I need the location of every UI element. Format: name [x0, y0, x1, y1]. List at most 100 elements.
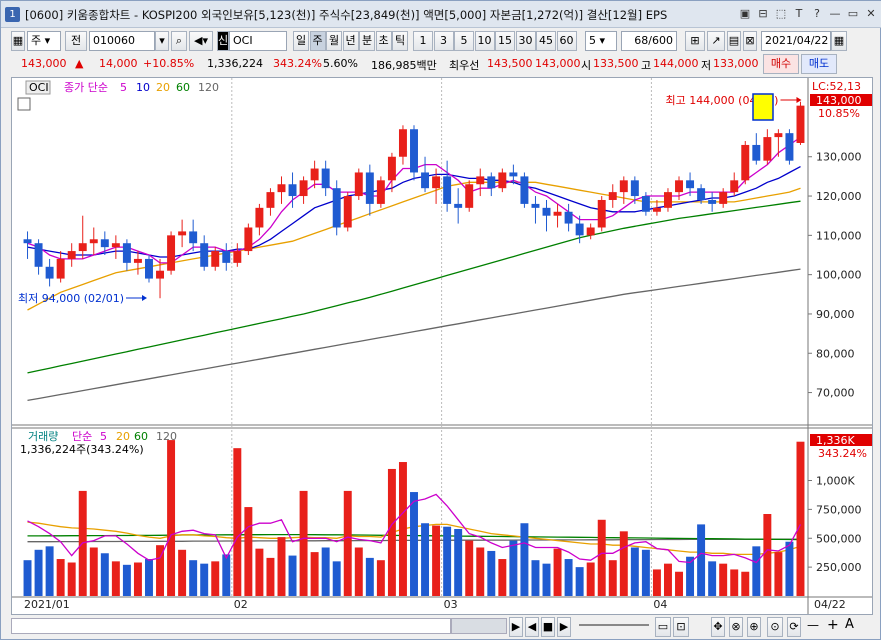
period-select[interactable]: 주 ▾	[27, 31, 61, 51]
trade-volume: 1,336,224	[207, 57, 263, 70]
price-y-tick-label: 120,000	[816, 190, 862, 203]
candle-body	[178, 231, 187, 236]
interval-45[interactable]: 45	[536, 31, 556, 51]
chevron-down-icon[interactable]: ▾	[155, 31, 169, 51]
last-price-tag: 143,000	[816, 94, 862, 107]
chart-svg[interactable]: 130,000 120,000 110,000 100,000 90,000 80,000…	[12, 78, 872, 614]
legend-ma-period: 5	[120, 81, 127, 94]
zoom-fit-icon[interactable]: ▭	[655, 617, 671, 637]
minimize-icon[interactable]: —	[829, 7, 841, 20]
volume-bar	[675, 571, 683, 596]
x-axis-label: 02	[234, 598, 248, 611]
tab-6[interactable]: 틱	[392, 31, 408, 51]
minus-icon[interactable]: —	[807, 618, 819, 632]
volume-bar	[365, 557, 374, 596]
save-icon[interactable]: ▤	[727, 31, 741, 51]
text-icon[interactable]: T	[795, 7, 803, 20]
count-field[interactable]: 68/600	[621, 31, 677, 51]
interval-15[interactable]: 15	[495, 31, 515, 51]
tab-2[interactable]: 월	[326, 31, 342, 51]
calendar-icon[interactable]: ▦	[831, 31, 847, 51]
plus-icon[interactable]: +	[827, 617, 839, 633]
tab-3[interactable]: 년	[342, 31, 359, 51]
candle-body	[465, 184, 474, 208]
tab-4[interactable]: 분	[359, 31, 375, 51]
volume-bar	[476, 547, 485, 596]
lc-label: LC:52,13	[812, 80, 861, 93]
interval-30[interactable]: 30	[515, 31, 536, 51]
volume-bar	[741, 571, 750, 596]
interval-1[interactable]: 1	[413, 31, 433, 51]
stock-name-field[interactable]: OCI	[229, 31, 287, 51]
candle-body	[100, 239, 109, 248]
refresh-icon[interactable]: ⟳	[787, 617, 801, 637]
low-annotation: 최저 94,000 (02/01)	[18, 292, 124, 305]
screen-icon[interactable]: ⬚	[775, 7, 787, 20]
window-title: [0600] 키움종합차트 - KOSPI200 외국인보유[5,123(천)]…	[25, 8, 668, 22]
chart-area[interactable]: 130,000 120,000 110,000 100,000 90,000 80,000…	[11, 77, 873, 615]
prev-button[interactable]: 전	[65, 31, 87, 51]
stop-icon[interactable]: ■	[541, 617, 555, 637]
x-axis-label: 04	[653, 598, 667, 611]
candle-body	[686, 180, 695, 189]
draw-icon[interactable]: ↗	[707, 31, 725, 51]
bookmark-icon[interactable]: ⊙	[767, 617, 783, 637]
interval-10[interactable]: 10	[474, 31, 495, 51]
volume-bar	[211, 561, 220, 596]
candle-body	[630, 180, 639, 197]
candle-body	[575, 223, 584, 236]
sell-button[interactable]: 매도	[801, 54, 837, 74]
candle-body	[708, 199, 717, 204]
candle-body	[56, 258, 65, 279]
candle-body	[45, 266, 54, 279]
price-y-tick-label: 80,000	[816, 347, 855, 360]
font-size-icon[interactable]: A	[845, 617, 854, 632]
interval-60[interactable]: 60	[556, 31, 577, 51]
interval-select[interactable]: 5 ▾	[585, 31, 617, 51]
volume-bar	[244, 507, 253, 596]
scroll-right-icon[interactable]: ▶	[509, 617, 523, 637]
zoom-slider[interactable]	[579, 624, 649, 626]
interval-5[interactable]: 5	[454, 31, 474, 51]
search-icon[interactable]: ⌕	[171, 31, 187, 51]
tab-0[interactable]: 일	[293, 31, 309, 51]
volume-bar	[586, 562, 595, 596]
speaker-icon[interactable]: ◀▾	[189, 31, 213, 51]
volume-bar	[697, 524, 706, 596]
settings-icon[interactable]: ⊠	[743, 31, 757, 51]
high-annotation: 최고 144,000 (04/22)	[665, 94, 778, 107]
tab-5[interactable]: 초	[375, 31, 392, 51]
code-input[interactable]: 010060	[89, 31, 155, 51]
chart-scrollbar-thumb[interactable]	[451, 618, 507, 634]
candle-body	[145, 258, 153, 279]
last-volume-pct: 343.24%	[818, 447, 867, 460]
tab-1[interactable]: 주	[309, 31, 326, 51]
close-icon[interactable]: ✕	[866, 7, 876, 20]
link-icon[interactable]: ▣	[739, 7, 751, 20]
pan-icon[interactable]: ✥	[711, 617, 725, 637]
grid-icon[interactable]: ▦	[11, 31, 25, 51]
layout-icon[interactable]: ⊟	[758, 7, 768, 20]
pattern-icon[interactable]: ⊗	[729, 617, 743, 637]
volume-bar	[310, 552, 319, 596]
volume-bar	[763, 514, 772, 596]
scroll-bar[interactable]: ▶ ◀ ■ ▶ ▭ ⊡ ✥ ⊗ ⊕ ⊙ ⟳ — + A	[11, 616, 873, 637]
help-icon[interactable]: ?	[814, 7, 820, 20]
compare-icon[interactable]: ⊕	[747, 617, 761, 637]
tools-icon[interactable]: ⊞	[685, 31, 705, 51]
play-back-icon[interactable]: ◀	[525, 617, 539, 637]
volume-bar	[277, 537, 286, 596]
zoom-reset-icon[interactable]: ⊡	[673, 617, 689, 637]
buy-button[interactable]: 매수	[763, 54, 799, 74]
play-icon[interactable]: ▶	[557, 617, 571, 637]
chart-scrollbar-track[interactable]	[11, 618, 451, 634]
maximize-icon[interactable]: ▭	[847, 7, 859, 20]
date-field[interactable]: 2021/04/22	[761, 31, 831, 51]
candle-body	[542, 207, 551, 216]
candle-body	[697, 188, 706, 200]
volume-bar	[332, 561, 341, 596]
interval-3[interactable]: 3	[433, 31, 454, 51]
price-y-tick-label: 110,000	[816, 229, 862, 242]
candle-body	[608, 192, 617, 200]
